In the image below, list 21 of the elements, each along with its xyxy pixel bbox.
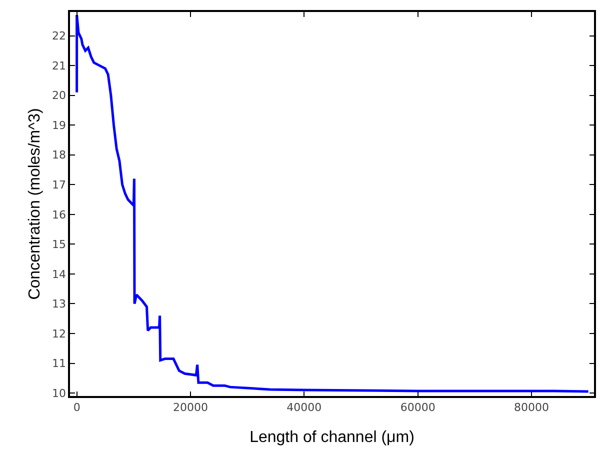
y-tick-label: 22 <box>52 30 66 43</box>
x-tick-label: 60000 <box>400 400 436 414</box>
y-tick-label: 11 <box>52 357 66 370</box>
x-tick-label: 20000 <box>172 400 208 414</box>
y-tick-label: 13 <box>52 298 66 311</box>
y-tick-label: 19 <box>52 118 66 132</box>
y-tick-label: 20 <box>52 89 66 102</box>
x-tick-label: 0 <box>73 400 80 414</box>
x-axis-title: Length of channel (μm) <box>250 429 414 446</box>
y-tick-label: 14 <box>52 268 66 281</box>
y-tick-label: 21 <box>52 59 66 72</box>
y-tick-label: 16 <box>52 208 66 222</box>
x-tick-label: 40000 <box>286 400 322 414</box>
line-series <box>76 14 590 393</box>
y-tick-label: 15 <box>52 238 66 252</box>
x-tick-label: 80000 <box>514 400 549 414</box>
y-tick-label: 18 <box>52 148 66 162</box>
y-tick-label: 10 <box>52 386 66 400</box>
y-axis-title: Concentration (moles/m^3) <box>26 108 44 300</box>
y-tick-label: 17 <box>52 178 66 192</box>
y-tick-label: 12 <box>52 327 66 340</box>
